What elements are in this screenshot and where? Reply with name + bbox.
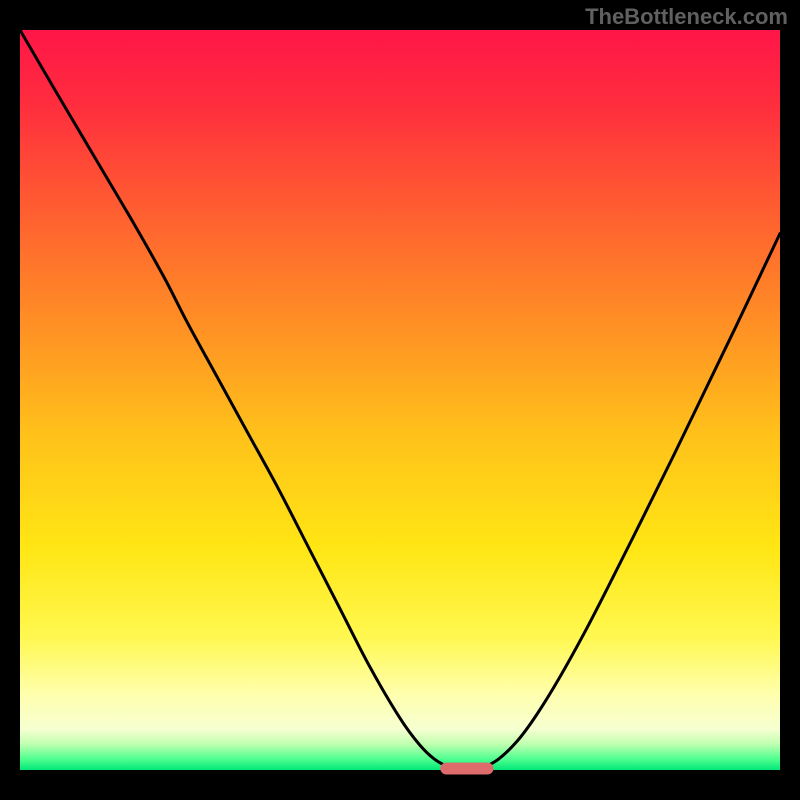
watermark-text: TheBottleneck.com — [585, 4, 788, 30]
gradient-v-chart — [0, 0, 800, 800]
optimum-marker — [440, 763, 493, 775]
chart-canvas: TheBottleneck.com — [0, 0, 800, 800]
plot-background — [20, 30, 780, 770]
